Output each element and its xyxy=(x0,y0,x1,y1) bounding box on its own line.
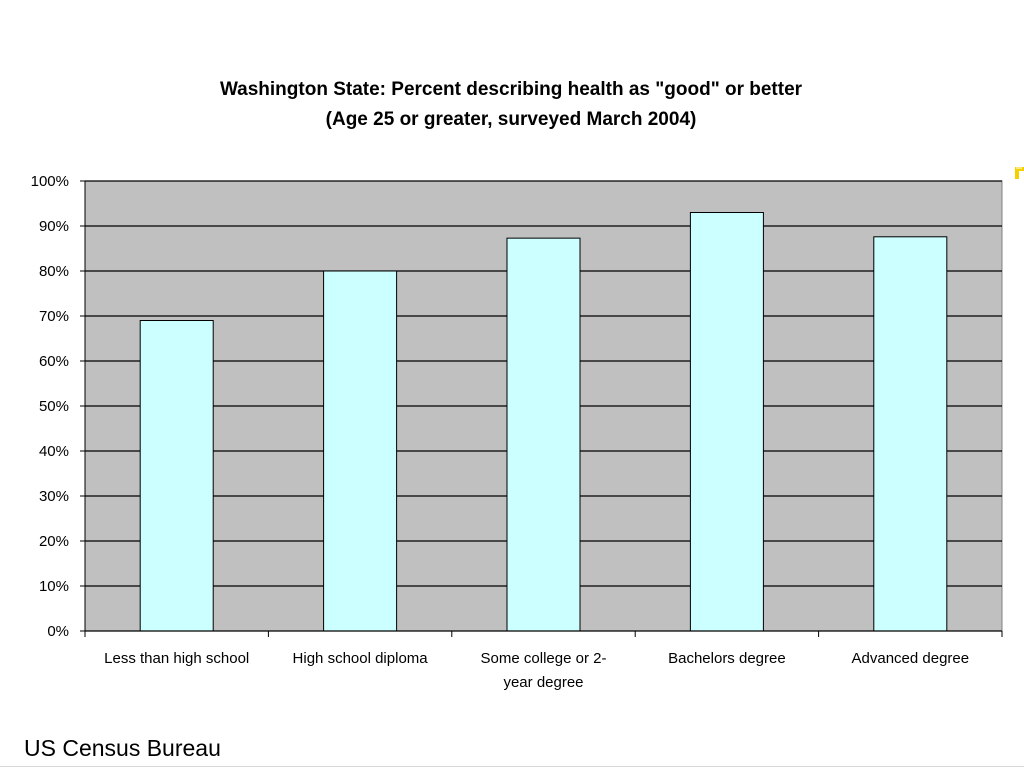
y-tick-label: 90% xyxy=(39,218,69,235)
x-category-label: Some college or 2-year degree xyxy=(481,650,607,691)
bar-3 xyxy=(689,212,764,632)
bar-2 xyxy=(506,237,581,632)
chart-subtitle: (Age 25 or greater, surveyed March 2004) xyxy=(326,109,697,130)
axes xyxy=(80,180,1003,637)
y-tick-label: 0% xyxy=(47,623,69,640)
bar-1 xyxy=(323,270,398,632)
corner-marker-icon xyxy=(1015,167,1024,179)
footer-divider xyxy=(0,766,1024,767)
bar-0 xyxy=(139,320,214,632)
y-tick-label: 30% xyxy=(39,488,69,505)
y-axis-ticks: 0% 10% 20% 30% 40% 50% 60% 70% 80% 90% 100% xyxy=(31,173,69,640)
x-category-label: High school diploma xyxy=(293,650,429,667)
bar-4 xyxy=(873,236,948,632)
source-label: US Census Bureau xyxy=(24,735,221,761)
y-tick-label: 40% xyxy=(39,443,69,460)
x-axis-categories: Less than high school High school diploma… xyxy=(104,650,969,691)
y-tick-label: 20% xyxy=(39,533,69,550)
x-category-label: Advanced degree xyxy=(852,650,970,667)
x-category-label: Less than high school xyxy=(104,650,249,667)
y-tick-label: 50% xyxy=(39,398,69,415)
y-tick-label: 80% xyxy=(39,263,69,280)
y-tick-label: 100% xyxy=(31,173,69,190)
y-tick-label: 10% xyxy=(39,578,69,595)
y-tick-label: 70% xyxy=(39,308,69,325)
gridlines xyxy=(85,180,1002,587)
y-tick-label: 60% xyxy=(39,353,69,370)
chart-title: Washington State: Percent describing hea… xyxy=(220,79,803,100)
x-category-label: Bachelors degree xyxy=(668,650,786,667)
